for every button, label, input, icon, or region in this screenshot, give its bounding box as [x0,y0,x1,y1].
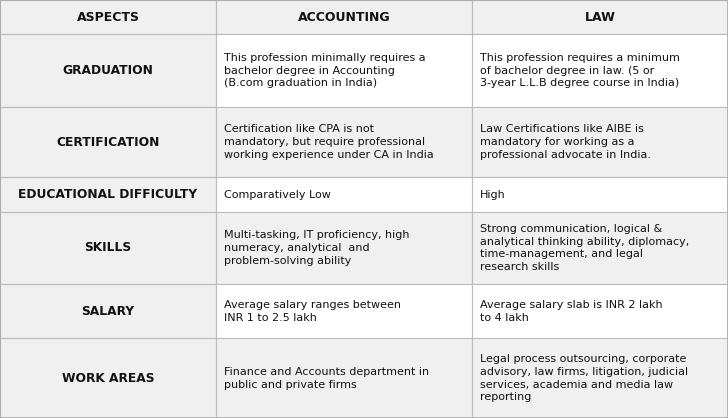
Text: ASPECTS: ASPECTS [76,11,140,24]
Bar [472,34,728,107]
Bar [472,177,728,212]
Bar [216,107,472,177]
Text: SKILLS: SKILLS [84,242,132,255]
Text: Average salary ranges between
INR 1 to 2.5 lakh: Average salary ranges between INR 1 to 2… [224,300,401,323]
Text: EDUCATIONAL DIFFICULTY: EDUCATIONAL DIFFICULTY [18,188,197,201]
Bar [472,284,728,339]
Bar [0,177,216,212]
Bar [0,0,216,34]
Text: Comparatively Low: Comparatively Low [224,189,331,199]
Text: CERTIFICATION: CERTIFICATION [56,135,159,148]
Text: Law Certifications like AIBE is
mandatory for working as a
professional advocate: Law Certifications like AIBE is mandator… [480,124,651,160]
Bar [0,107,216,177]
Text: This profession requires a minimum
of bachelor degree in law. (5 or
3-year L.L.B: This profession requires a minimum of ba… [480,53,680,88]
Text: SALARY: SALARY [82,305,135,318]
Text: Finance and Accounts department in
public and private firms: Finance and Accounts department in publi… [224,367,429,390]
Bar [216,212,472,284]
Bar [0,339,216,418]
Bar [472,107,728,177]
Text: Multi-tasking, IT proficiency, high
numeracy, analytical  and
problem-solving ab: Multi-tasking, IT proficiency, high nume… [224,230,409,266]
Text: Strong communication, logical &
analytical thinking ability, diplomacy,
time-man: Strong communication, logical & analytic… [480,224,689,272]
Text: Legal process outsourcing, corporate
advisory, law firms, litigation, judicial
s: Legal process outsourcing, corporate adv… [480,354,688,403]
Bar [216,0,472,34]
Bar [0,34,216,107]
Bar [216,177,472,212]
Text: GRADUATION: GRADUATION [63,64,154,77]
Text: LAW: LAW [585,11,615,24]
Bar [472,212,728,284]
Text: This profession minimally requires a
bachelor degree in Accounting
(B.com gradua: This profession minimally requires a bac… [224,53,426,88]
Bar [216,339,472,418]
Text: WORK AREAS: WORK AREAS [62,372,154,385]
Text: Certification like CPA is not
mandatory, but require professional
working experi: Certification like CPA is not mandatory,… [224,124,434,160]
Text: High: High [480,189,506,199]
Bar [472,0,728,34]
Bar [216,34,472,107]
Bar [0,284,216,339]
Text: Average salary slab is INR 2 lakh
to 4 lakh: Average salary slab is INR 2 lakh to 4 l… [480,300,662,323]
Text: ACCOUNTING: ACCOUNTING [298,11,390,24]
Bar [0,212,216,284]
Bar [472,339,728,418]
Bar [216,284,472,339]
